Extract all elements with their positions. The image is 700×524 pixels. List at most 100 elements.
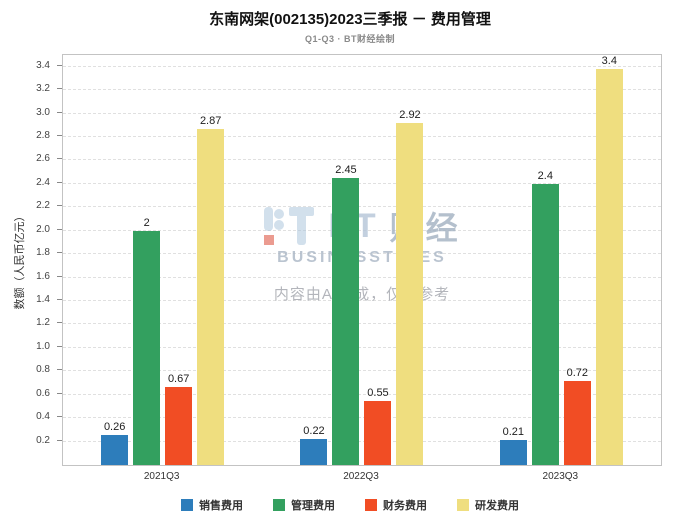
legend-label: 财务费用 xyxy=(383,500,427,512)
bar-wrap: 2.92 xyxy=(396,55,424,465)
bar-wrap: 3.4 xyxy=(595,55,623,465)
y-axis: 0.2 0.4 0.6 0.8 1.0 1.2 1.4 1.6 1.8 2.0 2.2 2.4 2.6 2… xyxy=(0,54,62,464)
grid-line xyxy=(63,253,661,255)
bar-wrap: 0.55 xyxy=(364,55,392,465)
y-tick-mark xyxy=(57,345,62,347)
bar-wrap: 2.87 xyxy=(197,55,225,465)
grid-line xyxy=(63,182,661,184)
bar-财务费用-2021Q3 xyxy=(165,386,193,465)
x-tick-label: 2021Q3 xyxy=(143,471,180,482)
bar-value-label: 0.26 xyxy=(103,420,126,433)
y-tick-label: 1.0 xyxy=(36,340,50,352)
legend-item-研发费用[interactable]: 研发费用 xyxy=(457,497,519,513)
grid-line xyxy=(63,89,661,91)
grid-line xyxy=(63,229,661,231)
y-tick-label: 2.4 xyxy=(36,176,50,188)
bar-销售费用-2022Q3 xyxy=(300,439,328,465)
y-tick-label: 3.0 xyxy=(36,106,50,118)
y-tick-mark xyxy=(57,369,62,371)
y-tick-mark xyxy=(57,322,62,324)
y-tick-mark xyxy=(57,439,62,441)
x-axis-labels: 2021Q3 2022Q3 2023Q3 xyxy=(62,471,660,482)
bar-wrap: 2.4 xyxy=(531,55,559,465)
grid-line xyxy=(63,370,661,372)
y-tick-label: 2.6 xyxy=(36,153,50,165)
bar-财务费用-2022Q3 xyxy=(364,400,392,465)
bar-管理费用-2023Q3 xyxy=(531,183,559,465)
y-tick-mark xyxy=(57,275,62,277)
bar-value-label: 2.92 xyxy=(399,108,421,121)
bars-area: 0.26 2 0.67 2.87 0.22 2.45 0.55 2.92 0.21 2.4 0.72… xyxy=(63,55,661,465)
grid-line xyxy=(63,206,661,208)
bar-研发费用-2023Q3 xyxy=(595,69,623,465)
grid-line xyxy=(63,276,661,278)
legend-label: 销售费用 xyxy=(199,500,243,512)
y-tick-mark xyxy=(57,64,62,66)
bar-销售费用-2021Q3 xyxy=(101,434,129,465)
y-tick-label: 1.4 xyxy=(36,294,50,305)
legend-label: 管理费用 xyxy=(291,500,335,512)
y-tick-mark xyxy=(57,252,62,254)
bar-value-label: 0.72 xyxy=(566,366,589,379)
bar-group-2023Q3: 0.21 2.4 0.72 3.4 xyxy=(499,55,623,465)
bar-value-label: 0.55 xyxy=(367,386,389,399)
grid-line xyxy=(63,112,661,114)
bar-wrap: 0.72 xyxy=(563,55,591,465)
y-tick-mark xyxy=(57,111,62,113)
grid-line xyxy=(63,159,661,161)
bar-value-label: 3.4 xyxy=(601,55,617,67)
bar-value-label: 2.45 xyxy=(335,164,357,176)
bar-group-2021Q3: 0.26 2 0.67 2.87 xyxy=(101,55,225,465)
chart-subtitle: Q1-Q3 · BT财经绘制 xyxy=(304,34,395,44)
grid-line xyxy=(63,65,661,67)
bar-wrap: 2 xyxy=(133,55,161,465)
bar-value-label: 0.21 xyxy=(502,426,525,439)
grid-line xyxy=(63,346,661,348)
grid-line xyxy=(63,440,661,442)
y-tick-label: 0.6 xyxy=(36,387,50,399)
chart-title: 东南网架(002135)2023三季报 － 费用管理 xyxy=(209,11,491,28)
y-tick-label: 2.8 xyxy=(36,130,50,141)
y-tick-label: 2.0 xyxy=(36,223,50,235)
bar-销售费用-2023Q3 xyxy=(499,440,527,465)
legend-item-财务费用[interactable]: 财务费用 xyxy=(365,497,427,513)
bar-value-label: 2.87 xyxy=(199,114,222,127)
y-tick-label: 3.4 xyxy=(36,59,50,71)
y-tick-mark xyxy=(57,135,62,136)
y-tick-mark xyxy=(57,205,62,207)
legend-swatch xyxy=(181,499,193,511)
y-tick-label: 1.6 xyxy=(36,270,50,282)
y-tick-mark xyxy=(57,299,62,300)
legend-swatch xyxy=(273,499,285,511)
bar-管理费用-2021Q3 xyxy=(133,230,161,465)
grid-line xyxy=(63,136,661,137)
y-tick-mark xyxy=(57,228,62,230)
y-tick-mark xyxy=(57,416,62,418)
grid-line xyxy=(63,300,661,301)
bar-wrap: 0.21 xyxy=(499,55,527,465)
grid-line xyxy=(63,323,661,325)
bar-group-2022Q3: 0.22 2.45 0.55 2.92 xyxy=(300,55,424,465)
bar-wrap: 0.67 xyxy=(165,55,193,465)
bar-value-label: 2.4 xyxy=(537,169,553,182)
y-tick-mark xyxy=(57,88,62,90)
legend: 销售费用 管理费用 财务费用 研发费用 xyxy=(0,497,700,513)
bar-value-label: 0.67 xyxy=(167,372,190,385)
y-tick-label: 0.8 xyxy=(36,364,50,376)
y-tick-label: 0.4 xyxy=(36,411,50,423)
y-tick-label: 1.2 xyxy=(36,317,50,329)
y-tick-label: 3.2 xyxy=(36,83,50,95)
legend-item-管理费用[interactable]: 管理费用 xyxy=(273,497,335,513)
grid-line xyxy=(63,393,661,395)
y-tick-label: 1.8 xyxy=(36,247,50,259)
plot-area: BT 财经 BUSINESSTIMES 内容由AI生成，仅供参考 0.2620.… xyxy=(62,54,662,466)
y-tick-label: 0.2 xyxy=(36,434,50,446)
bar-wrap: 0.26 xyxy=(101,55,129,465)
bar-wrap: 2.45 xyxy=(332,55,360,465)
bar-value-label: 0.22 xyxy=(303,425,325,438)
grid-line xyxy=(63,417,661,419)
bar-财务费用-2023Q3 xyxy=(563,380,591,465)
legend-item-销售费用[interactable]: 销售费用 xyxy=(181,497,243,513)
y-tick-mark xyxy=(57,158,62,160)
